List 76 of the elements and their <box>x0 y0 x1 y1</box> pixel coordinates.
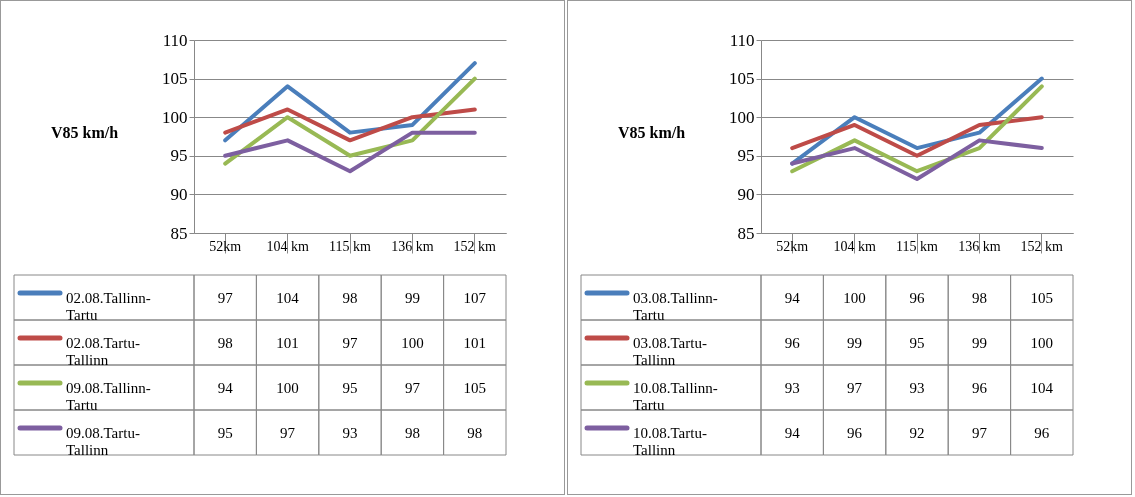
data-label: 107 <box>463 289 487 306</box>
data-label: 94 <box>784 289 801 306</box>
legend-label: 10.08.Tallinn-Tartu <box>633 379 718 413</box>
data-label: 98 <box>217 334 233 351</box>
legend-label: 03.08.Tartu-Tallinn <box>633 334 707 368</box>
x-tick-label: 104 km <box>833 238 876 254</box>
data-label: 99 <box>404 289 420 306</box>
data-label: 97 <box>847 379 863 396</box>
legend-label: 09.08.Tartu-Tallinn <box>66 424 140 458</box>
data-label: 98 <box>342 289 358 306</box>
y-tick-label: 95 <box>737 146 755 166</box>
data-label: 94 <box>784 424 801 441</box>
data-label: 101 <box>463 334 487 351</box>
data-label: 100 <box>1030 334 1054 351</box>
x-tick-label: 152 km <box>453 238 497 254</box>
x-tick-label: 136 km <box>958 238 1001 254</box>
x-tick-label: 136 km <box>391 238 434 254</box>
data-label: 99 <box>847 334 863 351</box>
data-label: 97 <box>217 289 234 306</box>
legend-label: 02.08.Tallinn-Tartu <box>66 289 151 323</box>
data-label: 101 <box>276 334 299 351</box>
data-label: 100 <box>276 379 299 396</box>
legend-label: 09.08.Tallinn-Tartu <box>66 379 151 413</box>
data-label: 98 <box>467 424 483 441</box>
y-tick-label: 90 <box>170 184 188 204</box>
x-tick-label: 52km <box>776 238 809 254</box>
data-label: 93 <box>909 379 925 396</box>
legend-label: 03.08.Tallinn-Tartu <box>633 289 718 323</box>
data-label: 95 <box>909 334 925 351</box>
data-label: 98 <box>404 424 420 441</box>
line-series <box>223 107 477 143</box>
y-tick-label: 105 <box>162 69 188 89</box>
data-label: 93 <box>342 424 358 441</box>
data-label: 96 <box>909 289 925 306</box>
data-label: 99 <box>971 334 987 351</box>
data-label: 95 <box>342 379 358 396</box>
legend-label: 02.08.Tartu-Tallinn <box>66 334 140 368</box>
data-label: 97 <box>342 334 358 351</box>
x-tick-label: 115 km <box>329 238 372 254</box>
x-tick-label: 152 km <box>1020 238 1064 254</box>
data-label: 95 <box>217 424 233 441</box>
line-series <box>790 115 1044 158</box>
data-label: 105 <box>1030 289 1054 306</box>
data-label: 104 <box>1030 379 1054 396</box>
y-tick-label: 85 <box>170 223 188 243</box>
y-tick-label: 110 <box>729 30 755 50</box>
data-label: 97 <box>971 424 988 441</box>
data-label: 96 <box>847 424 863 441</box>
data-label: 105 <box>463 379 487 396</box>
legend-label: 10.08.Tartu-Tallinn <box>633 424 707 458</box>
data-label: 96 <box>784 334 801 351</box>
y-tick-label: 105 <box>729 69 755 89</box>
data-label: 96 <box>971 379 988 396</box>
y-tick-label: 100 <box>729 107 755 127</box>
y-tick-label: 100 <box>162 107 188 127</box>
line-series <box>223 130 477 174</box>
data-label: 100 <box>401 334 424 351</box>
data-label: 97 <box>280 424 296 441</box>
data-label: 96 <box>1034 424 1050 441</box>
data-label: 104 <box>276 289 300 306</box>
y-tick-label: 90 <box>737 184 755 204</box>
x-tick-label: 104 km <box>266 238 309 254</box>
data-label: 94 <box>217 379 234 396</box>
data-label: 92 <box>909 424 925 441</box>
y-tick-label: 85 <box>737 223 755 243</box>
data-label: 97 <box>404 379 421 396</box>
x-tick-label: 52km <box>209 238 242 254</box>
x-tick-label: 115 km <box>896 238 939 254</box>
data-label: 93 <box>784 379 800 396</box>
y-tick-label: 110 <box>162 30 188 50</box>
y-tick-label: 95 <box>170 146 188 166</box>
y-axis-title: V85 km/h <box>617 123 686 141</box>
line-series <box>790 138 1044 181</box>
data-label: 100 <box>843 289 866 306</box>
y-axis-title: V85 km/h <box>50 123 119 141</box>
data-label: 98 <box>971 289 987 306</box>
